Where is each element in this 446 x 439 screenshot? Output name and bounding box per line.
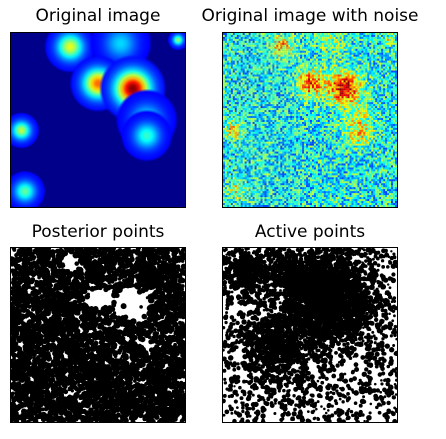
- point-source: [167, 33, 185, 51]
- title-active-points: Active points: [254, 222, 366, 242]
- panel-posterior-points: [10, 247, 186, 423]
- title-original-image-with-noise: Original image with noise: [201, 6, 419, 26]
- posterior-points-plot: [11, 248, 185, 422]
- panel-original-image: [10, 32, 186, 208]
- active-points-plot: [223, 248, 397, 422]
- point-source: [11, 112, 40, 149]
- point-source: [120, 109, 173, 162]
- title-original-image: Original image: [35, 6, 161, 26]
- title-posterior-points: Posterior points: [31, 222, 165, 242]
- panel-original-image-with-noise: [222, 32, 398, 208]
- point-source: [11, 170, 46, 207]
- original-image-plot: [11, 33, 185, 207]
- noise-pixels: [223, 33, 397, 207]
- panel-active-points: [222, 247, 398, 423]
- posterior-point-cloud: [11, 248, 185, 422]
- active-point-cloud: [223, 248, 397, 422]
- noisy-image-plot: [223, 33, 397, 207]
